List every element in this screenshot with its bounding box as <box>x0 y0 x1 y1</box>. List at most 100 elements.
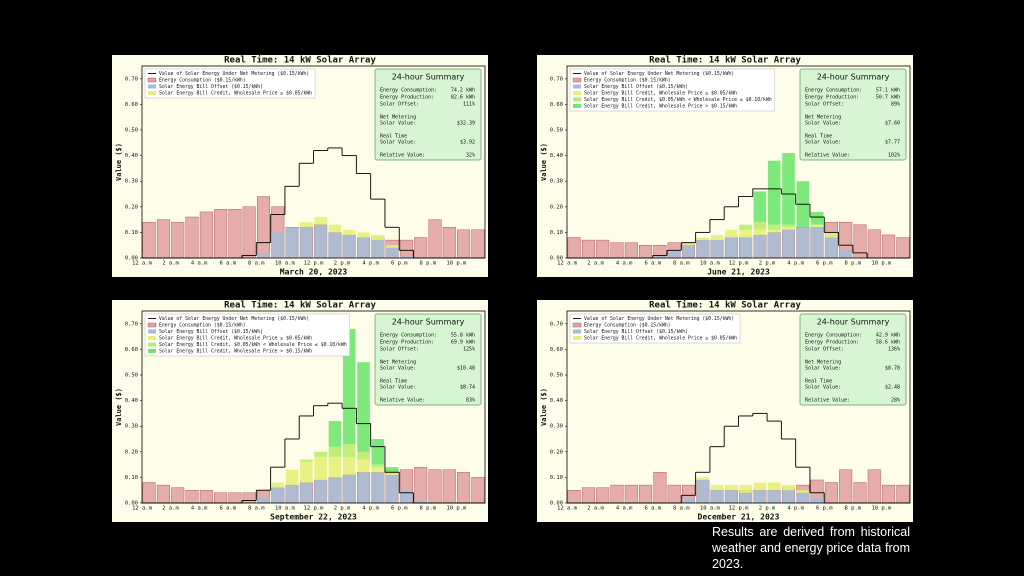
y-tick-label: 0.20 <box>550 204 563 210</box>
y-tick-label: 0.60 <box>125 102 138 108</box>
summary-label: Net Metering <box>380 115 416 121</box>
bar <box>567 237 581 259</box>
x-tick-label: 10 p.m <box>871 261 892 267</box>
bar <box>428 219 442 259</box>
bar <box>767 229 781 233</box>
bar <box>624 484 638 504</box>
x-tick-label: 10 p.m <box>446 506 467 512</box>
bar <box>328 446 342 457</box>
summary-label: Real Time <box>805 379 832 385</box>
bar <box>285 469 299 486</box>
bar <box>242 206 256 259</box>
summary-value: 74.2 kWh <box>451 88 475 94</box>
x-tick-label: 2 p.m <box>759 261 776 267</box>
summary-box <box>799 68 907 161</box>
bar <box>314 479 327 503</box>
x-tick-label: 6 p.m <box>816 261 833 267</box>
legend-label: Solar Energy Bill Credit, $0.05/kWh < Wh… <box>584 97 772 103</box>
bar <box>782 227 795 230</box>
chart-title: Real Time: 14 kW Solar Array <box>224 55 376 66</box>
legend-swatch <box>148 84 156 89</box>
summary-label: Solar Value: <box>380 140 416 146</box>
bar <box>739 237 752 258</box>
y-tick-label: 0.40 <box>125 398 138 404</box>
y-tick-label: 0.70 <box>125 321 138 327</box>
bar <box>171 221 185 259</box>
bar <box>639 484 653 504</box>
bar <box>710 234 724 241</box>
y-tick-label: 0.10 <box>550 230 563 236</box>
summary-title: 24-hour Summary <box>817 318 890 327</box>
summary-label: Net Metering <box>805 360 841 366</box>
bar <box>796 490 810 493</box>
bar <box>257 252 270 258</box>
bar <box>567 490 581 504</box>
bar <box>810 211 824 225</box>
bar <box>710 240 724 258</box>
summary-label: Real Time <box>805 134 832 140</box>
bar <box>825 232 838 238</box>
x-tick-label: 2 p.m <box>759 506 776 512</box>
summary-title: 24-hour Summary <box>817 73 890 82</box>
bar <box>357 451 370 460</box>
x-tick-label: 4 a.m <box>616 261 633 267</box>
legend: Value of Solar Energy Under Net Metering… <box>569 68 775 112</box>
summary-value: $8.74 <box>460 385 475 391</box>
x-tick-label: 8 p.m <box>420 261 437 267</box>
bar <box>696 240 710 258</box>
legend-box <box>569 68 775 112</box>
summary-label: Solar Offset: <box>805 347 844 353</box>
y-tick-label: 0.70 <box>550 321 563 327</box>
legend-box <box>569 313 741 344</box>
y-tick-label: 0.50 <box>550 373 563 379</box>
x-tick-label: 8 a.m <box>673 261 690 267</box>
summary-label: Energy Production: <box>805 95 859 101</box>
bar <box>457 472 471 504</box>
chart-title: Real Time: 14 kW Solar Array <box>649 300 801 311</box>
y-tick-label: 0.00 <box>550 256 563 262</box>
legend-label: Solar Energy Bill Credit, Wholesale Pric… <box>584 336 737 342</box>
bar <box>824 482 838 504</box>
summary-box <box>799 313 907 406</box>
x-axis-label: September 22, 2023 <box>270 513 357 522</box>
bar <box>653 255 667 258</box>
bar <box>853 482 867 504</box>
summary-value: 32% <box>466 153 475 159</box>
bar <box>767 482 781 491</box>
legend-swatch <box>572 322 582 328</box>
chart-title: Real Time: 14 kW Solar Array <box>224 300 376 311</box>
y-tick-label: 0.70 <box>550 76 563 82</box>
bar <box>142 221 156 259</box>
bar <box>342 444 356 457</box>
summary-value: 28% <box>891 398 900 404</box>
bar <box>810 224 824 228</box>
y-axis-label: Value ($) <box>540 388 548 426</box>
bar <box>400 490 413 503</box>
legend: Value of Solar Energy Under Net Metering… <box>144 313 350 357</box>
x-tick-label: 2 a.m <box>162 506 179 512</box>
x-tick-label: 2 p.m <box>334 506 351 512</box>
bar <box>725 490 738 503</box>
bar <box>739 229 752 238</box>
x-tick-label: 12 p.m <box>304 261 325 267</box>
legend-label: Solar Energy Bill Credit, Wholesale Pric… <box>159 349 312 355</box>
summary-label: Solar Value: <box>805 140 841 146</box>
bar <box>882 234 896 259</box>
bar <box>385 245 399 248</box>
bar <box>896 237 910 259</box>
legend-label: Energy Consumption ($0.15/kWh) <box>159 78 246 84</box>
bar <box>371 472 385 503</box>
bar <box>753 234 767 258</box>
bar <box>753 229 767 235</box>
legend-swatch <box>573 104 581 108</box>
summary-title: 24-hour Summary <box>392 73 465 82</box>
chart-title: Real Time: 14 kW Solar Array <box>649 55 801 66</box>
bar <box>156 484 170 504</box>
y-axis-label: Value ($) <box>540 143 548 181</box>
summary-label: Relative Value: <box>805 398 850 404</box>
bar <box>342 234 356 258</box>
plot-frame <box>566 65 911 259</box>
summary-label: Energy Production: <box>380 340 434 346</box>
